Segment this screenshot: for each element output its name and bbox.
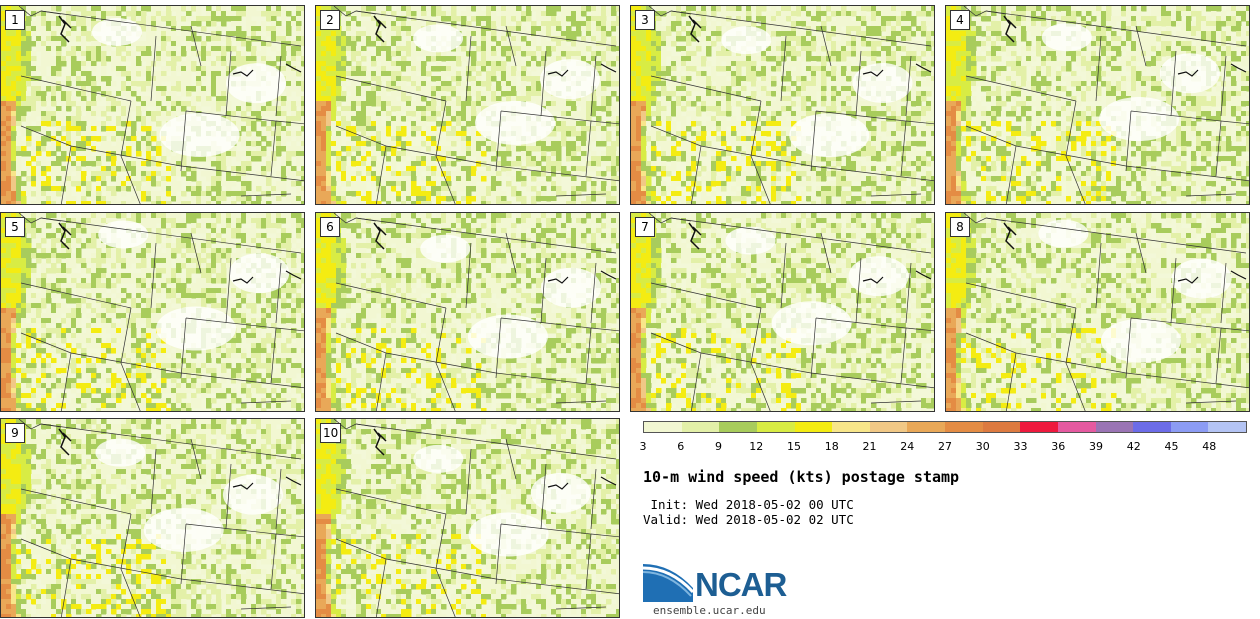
colorbar-tick-label: 9 <box>715 440 722 453</box>
colorbar-swatch <box>794 422 833 432</box>
colorbar-swatch <box>719 422 757 432</box>
colorbar-tick-label: 39 <box>1089 440 1103 453</box>
colorbar-tick-label: 15 <box>787 440 801 453</box>
map-panel: 5 <box>0 212 305 412</box>
map-panel: 8 <box>945 212 1250 412</box>
map-panel: 4 <box>945 5 1250 205</box>
map-panel: 6 <box>315 212 620 412</box>
wind-speed-map <box>316 213 619 411</box>
wind-speed-map <box>316 419 619 617</box>
colorbar-swatch <box>1095 422 1134 432</box>
member-label: 7 <box>635 217 655 237</box>
wind-speed-map <box>631 213 934 411</box>
init-time: Init: Wed 2018-05-02 00 UTC <box>643 497 854 512</box>
colorbar-tick-label: 30 <box>975 440 990 453</box>
colorbar-swatch <box>982 422 1021 432</box>
valid-time: Valid: Wed 2018-05-02 02 UTC <box>643 512 854 527</box>
member-label: 9 <box>5 423 25 443</box>
colorbar-tick-label: 6 <box>677 440 685 453</box>
map-panel: 7 <box>630 212 935 412</box>
wind-speed-map <box>631 6 934 204</box>
member-label: 10 <box>320 423 342 443</box>
wind-speed-map <box>1 213 304 411</box>
colorbar-tick-label: 33 <box>1013 440 1028 453</box>
logo-url: ensemble.ucar.edu <box>653 604 766 617</box>
ncar-logo-icon <box>643 564 695 602</box>
colorbar-tick-label: 3 <box>639 440 647 453</box>
member-label: 1 <box>5 10 25 30</box>
wind-speed-map <box>946 213 1249 411</box>
colorbar-tick-label: 27 <box>938 440 952 453</box>
colorbar-swatch <box>907 422 945 432</box>
wind-speed-map <box>946 6 1249 204</box>
logo-text: NCAR <box>695 566 787 603</box>
member-label: 6 <box>320 217 340 237</box>
map-panel: 10 <box>315 418 620 618</box>
member-label: 2 <box>320 10 340 30</box>
map-panel: 9 <box>0 418 305 618</box>
colorbar-swatch <box>1208 422 1246 432</box>
colorbar-tick-label: 24 <box>900 440 915 453</box>
colorbar-ticks: 3 6 9 12 15 18 21 24 27 30 33 36 39 42 45 48 <box>639 440 1247 454</box>
colorbar-tick-label: 36 <box>1051 440 1066 453</box>
colorbar-swatch <box>945 422 983 432</box>
member-label: 3 <box>635 10 655 30</box>
colorbar-swatch <box>1057 422 1096 432</box>
member-label: 5 <box>5 217 25 237</box>
wind-speed-map <box>316 6 619 204</box>
colorbar-swatch <box>1020 422 1058 432</box>
colorbar-swatch <box>832 422 870 432</box>
chart-title: 10-m wind speed (kts) postage stamp <box>643 468 960 486</box>
colorbar-tick-label: 18 <box>824 440 839 453</box>
colorbar-swatch <box>644 422 682 432</box>
wind-speed-map <box>1 419 304 617</box>
colorbar-tick-label: 12 <box>749 440 764 453</box>
colorbar-tick-label: 45 <box>1164 440 1179 453</box>
colorbar-swatch <box>1170 422 1209 432</box>
map-panel: 2 <box>315 5 620 205</box>
colorbar-swatch <box>1133 422 1171 432</box>
colorbar-tick-label: 48 <box>1202 440 1217 453</box>
colorbar-swatch <box>869 422 908 432</box>
map-panel: 1 <box>0 5 305 205</box>
colorbar-tick-label: 42 <box>1126 440 1141 453</box>
colorbar <box>643 421 1247 433</box>
map-panel: 3 <box>630 5 935 205</box>
colorbar-swatch <box>681 422 720 432</box>
member-label: 8 <box>950 217 970 237</box>
member-label: 4 <box>950 10 970 30</box>
colorbar-tick-label: 21 <box>862 440 877 453</box>
colorbar-swatch <box>756 422 795 432</box>
wind-speed-map <box>1 6 304 204</box>
